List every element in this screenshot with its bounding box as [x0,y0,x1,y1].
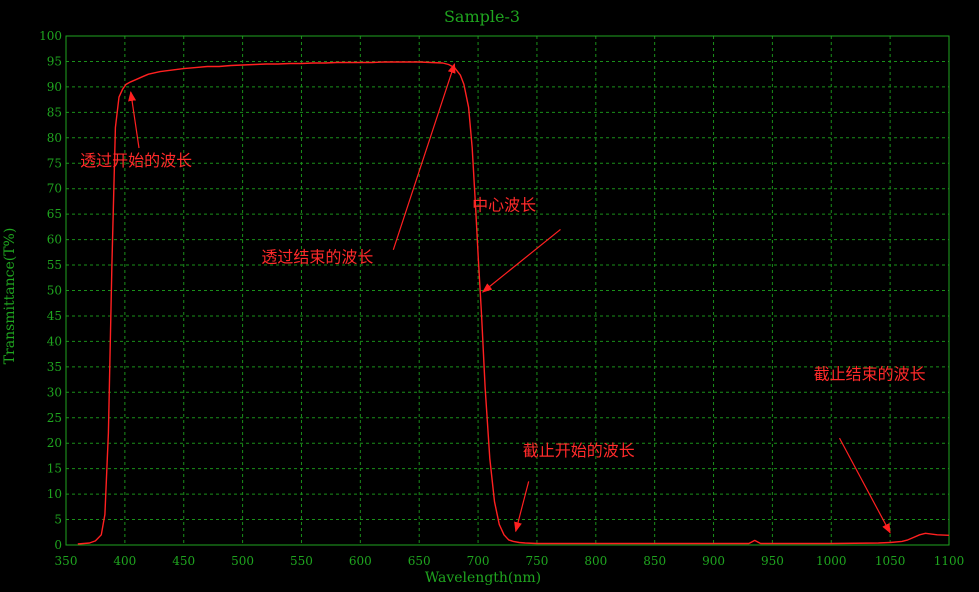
transmittance-line [77,61,950,545]
annotation-label: 中心波长 [472,196,536,215]
plot-frame [65,35,950,546]
y-tick-label: 15 [47,462,62,476]
x-tick-label: 950 [761,554,784,568]
y-tick-label: 35 [47,360,62,374]
annotation-label: 截止开始的波长 [523,441,635,460]
y-tick-label: 40 [47,334,62,348]
annotation-label: 截止结束的波长 [814,365,926,384]
x-tick-label: 1000 [816,554,847,568]
y-tick-label: 85 [47,105,62,119]
x-tick-label: 1050 [875,554,906,568]
x-tick-label: 350 [55,554,78,568]
x-tick-label: 600 [349,554,372,568]
x-tick-label: 450 [172,554,195,568]
y-tick-label: 95 [47,54,62,68]
annotation-arrow [392,63,456,250]
y-tick-label: 90 [47,80,62,94]
series-layer [77,61,950,545]
chart-title: Sample-3 [444,7,520,26]
y-axis-label: Transmittance(T%) [2,228,18,365]
annotation-arrow [481,228,561,293]
annotation-arrow [128,91,140,149]
y-tick-label: 30 [47,385,62,399]
x-tick-label: 800 [584,554,607,568]
annotation-arrow [514,481,530,533]
x-tick-label: 700 [467,554,490,568]
x-axis-ticks: 350 400 450 500 550 600 650 700 750 800 850 900 950 1… [55,554,965,568]
x-tick-label: 650 [408,554,431,568]
y-tick-label: 20 [47,436,62,450]
y-tick-label: 45 [47,309,62,323]
x-tick-label: 1100 [934,554,965,568]
y-tick-label: 25 [47,411,62,425]
y-axis-ticks: 0 5 10 15 20 25 30 35 40 45 50 55 60 65 70 75 80 85 90 95 10… [39,29,62,552]
y-tick-label: 0 [54,538,62,552]
annotation-arrow [838,437,891,534]
y-tick-label: 80 [47,131,62,145]
annotation-label: 透过结束的波长 [261,248,373,267]
x-tick-label: 850 [643,554,666,568]
y-tick-label: 100 [39,29,62,43]
y-tick-label: 70 [47,182,62,196]
y-tick-label: 55 [47,258,62,272]
y-tick-label: 60 [47,233,62,247]
y-tick-label: 75 [47,156,62,170]
y-tick-label: 5 [54,513,62,527]
y-tick-label: 65 [47,207,62,221]
x-tick-label: 550 [290,554,313,568]
grid-lines [66,36,949,545]
annotation-label: 透过开始的波长 [80,151,192,170]
x-tick-label: 400 [113,554,136,568]
x-tick-label: 500 [231,554,254,568]
x-tick-label: 900 [702,554,725,568]
x-axis-label: Wavelength(nm) [425,570,541,586]
y-tick-label: 10 [47,487,62,501]
x-tick-label: 750 [525,554,548,568]
y-tick-label: 50 [47,284,62,298]
